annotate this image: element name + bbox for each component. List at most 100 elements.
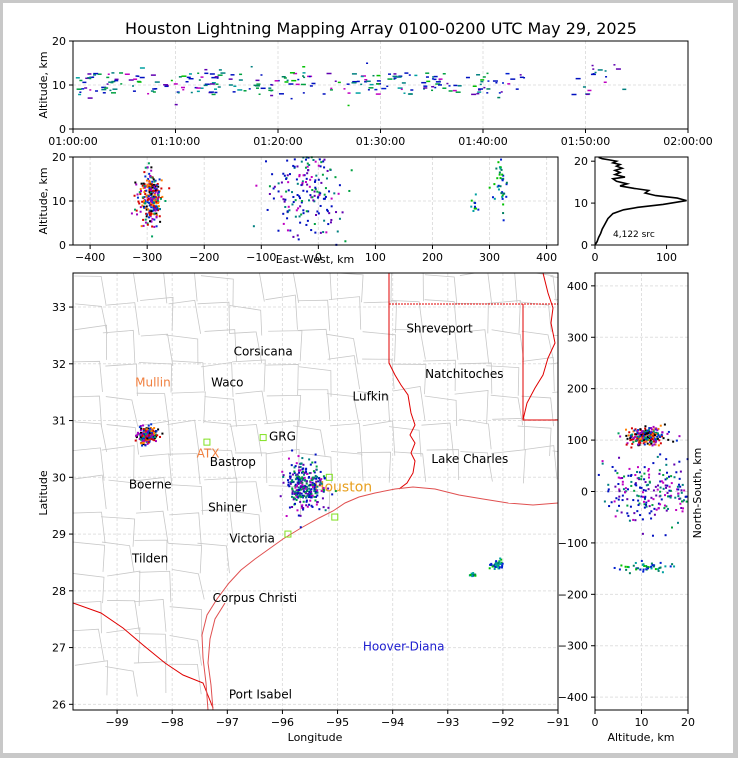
lightning-source [315,174,318,177]
x-tick-label: 01:10:00 [151,135,200,148]
lightning-source [292,490,295,493]
county-boundary [393,451,427,482]
lightning-source [311,494,314,497]
lightning-source [299,221,302,224]
lightning-source [145,435,148,438]
lightning-source [615,68,621,70]
county-boundary [197,301,230,334]
lightning-source [387,78,393,80]
lightning-source [482,76,486,78]
lightning-source [136,193,139,196]
lightning-source [289,476,292,479]
county-boundary [426,449,460,481]
x-tick-label: 20 [681,716,695,729]
lightning-source [133,78,138,80]
city-label: Bastrop [210,455,256,469]
lightning-source [437,84,442,86]
lightning-source [277,190,280,193]
county-boundary [390,300,424,331]
lightning-source [298,466,301,469]
x-tick-label: −400 [75,251,105,264]
lightning-source [652,428,655,431]
lightning-source [157,428,160,431]
city-label: Natchitoches [425,367,503,381]
lightning-source [153,180,156,183]
lightning-source [322,160,325,163]
lightning-source [292,498,295,501]
county-boundary [170,484,204,515]
city-label: Hoover-Diana [363,639,445,653]
lightning-source [315,468,318,471]
lightning-source [300,83,306,86]
lightning-source [604,70,607,72]
lightning-source [140,433,143,436]
lightning-source [292,480,295,483]
lightning-source [111,80,116,83]
lightning-source [295,178,298,181]
lightning-source [138,191,141,194]
lightning-source [314,461,317,464]
y-tick-label: 0 [581,239,588,252]
lightning-source [149,436,152,439]
lightning-source [141,439,144,442]
lightning-source [640,433,643,436]
lightning-source [639,431,642,434]
lightning-source [150,430,153,433]
lightning-source [142,224,145,227]
lightning-source [281,75,286,78]
county-boundary [100,516,136,547]
lightning-source [309,194,312,197]
lightning-source [151,186,154,189]
city-label: Boerne [129,478,172,492]
county-boundary [486,365,520,396]
lightning-source [314,499,317,502]
lightning-source [452,89,457,92]
lightning-source [655,433,658,436]
lightning-source [153,433,156,436]
county-boundary [101,445,135,481]
lightning-source [147,434,150,437]
lightning-source [438,78,443,80]
station-marker [259,434,267,442]
lightning-source [675,509,678,512]
lightning-source [148,204,151,207]
lightning-source [648,435,651,438]
lightning-source [101,86,107,89]
lightning-source [147,162,150,165]
county-boundary [521,395,554,427]
x-tick-label: 300 [479,251,500,264]
lightning-source [294,215,297,218]
station-marker [284,530,292,538]
lightning-source [632,441,635,444]
lightning-source [283,200,286,203]
lightning-source [319,481,322,484]
lightning-source [381,87,387,90]
lightning-source [299,526,302,529]
lightning-source [642,434,645,437]
lightning-source [144,166,147,169]
lightning-source [248,88,251,90]
county-boundary [521,330,555,362]
lightning-source [149,175,152,178]
lightning-source [645,438,648,441]
lightning-source [208,91,214,93]
lightning-source [146,198,149,201]
lightning-source [348,189,351,192]
time-altitude-ticks: 01:00:00 01:10:00 01:20:00 01:30:00 01:40:00… [48,35,712,148]
county-boundary [423,359,456,391]
lightning-source [139,436,142,439]
county-boundary [229,331,263,364]
lightning-source [634,435,637,438]
lightning-source [679,485,682,488]
county-boundary [136,510,169,544]
city-label: ATX [197,446,220,460]
lightning-source [297,238,300,241]
lightning-source [200,76,204,78]
lightning-source [315,465,318,468]
lightning-source [302,66,306,68]
lightning-source [316,210,319,213]
lightning-source [296,473,299,476]
lightning-source [145,179,148,182]
lightning-source [293,471,296,474]
